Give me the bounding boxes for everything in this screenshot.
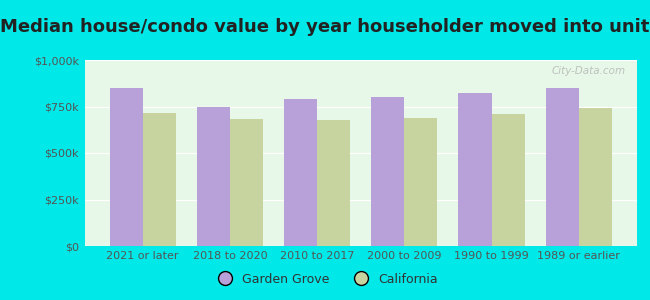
Bar	[371, 97, 404, 246]
Bar	[197, 106, 230, 246]
Text: City-Data.com: City-Data.com	[552, 66, 626, 76]
Bar	[317, 119, 350, 246]
Bar	[545, 88, 578, 246]
Legend: Garden Grove, California: Garden Grove, California	[207, 268, 443, 291]
Bar	[284, 99, 317, 246]
Bar	[578, 108, 612, 246]
Bar	[230, 118, 263, 246]
Text: Median house/condo value by year householder moved into unit: Median house/condo value by year househo…	[0, 18, 650, 36]
Bar	[491, 114, 525, 246]
Bar	[110, 88, 143, 246]
Bar	[458, 94, 491, 246]
Bar	[143, 113, 176, 246]
Bar	[404, 118, 437, 246]
